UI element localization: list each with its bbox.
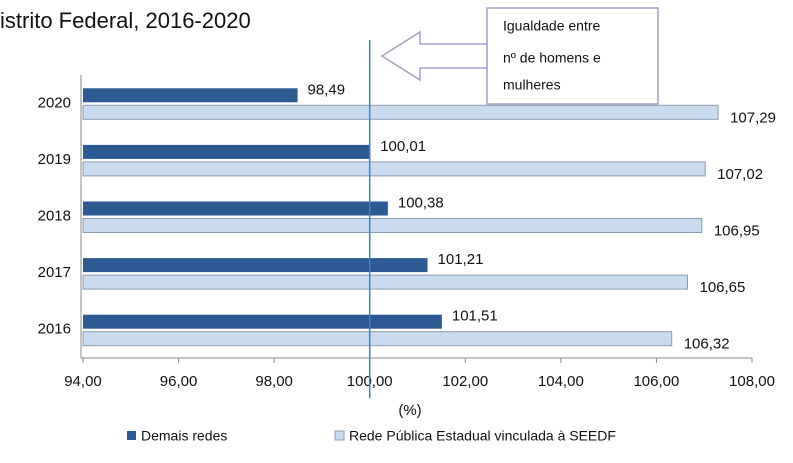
bar (82, 218, 703, 233)
bar (83, 258, 428, 273)
legend-label: Rede Pública Estadual vinculada à SEEDF (349, 428, 616, 444)
bar (83, 314, 442, 329)
y-tick-label: 2016 (38, 321, 71, 338)
bar (83, 88, 298, 103)
value-label: 106,95 (714, 222, 760, 239)
y-tick-label: 2018 (38, 207, 71, 224)
x-tick-label: 106,00 (633, 373, 679, 390)
chart-title: istrito Federal, 2016-2020 (0, 8, 251, 33)
legend-label: Demais redes (141, 428, 227, 444)
value-label: 100,01 (380, 138, 426, 155)
x-tick-label: 102,00 (442, 373, 488, 390)
y-tick-label: 2017 (38, 264, 71, 281)
x-tick-label: 108,00 (729, 373, 775, 390)
legend-swatch (334, 430, 345, 441)
bar (82, 104, 719, 120)
x-axis-label: (%) (398, 402, 421, 419)
bar (82, 331, 673, 347)
x-tick-label: 96,00 (160, 373, 198, 390)
bar (83, 201, 388, 216)
value-label: 98,49 (308, 81, 346, 98)
annotation-text: mulheres (503, 77, 561, 93)
value-label: 107,29 (730, 109, 776, 126)
annotation-arrow (380, 30, 488, 82)
value-label: 106,65 (699, 279, 745, 296)
y-tick-label: 2019 (38, 151, 71, 168)
bar (83, 144, 371, 159)
value-label: 106,32 (684, 336, 730, 353)
value-label: 100,38 (398, 194, 444, 211)
value-label: 101,51 (452, 308, 498, 325)
value-label: 107,02 (717, 166, 763, 183)
legend-swatch (127, 431, 136, 440)
x-tick-label: 98,00 (255, 373, 293, 390)
value-label: 101,21 (438, 251, 484, 268)
y-tick-label: 2020 (38, 94, 71, 111)
bar (82, 274, 688, 290)
bar (82, 161, 706, 177)
annotation-text: nº de homens e (503, 50, 601, 66)
x-tick-label: 94,00 (64, 373, 102, 390)
annotation-box (486, 7, 659, 105)
annotation-text: Igualdade entre (503, 18, 601, 34)
x-tick-label: 104,00 (538, 373, 584, 390)
